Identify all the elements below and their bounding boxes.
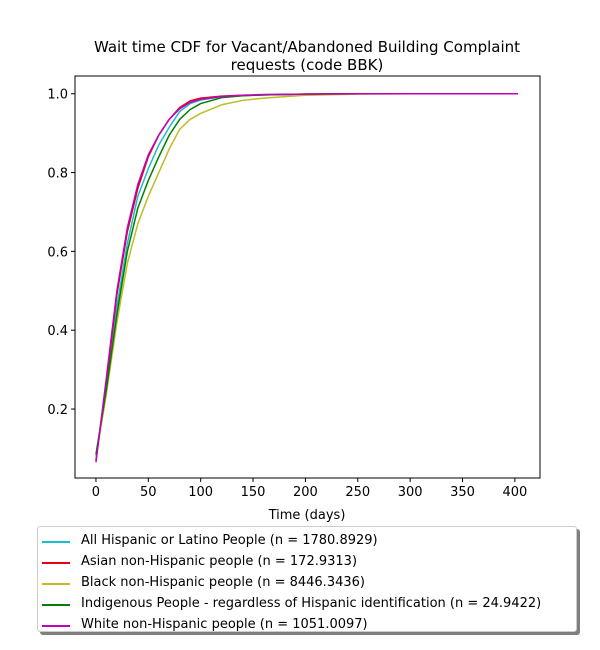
series-layer [95,92,519,463]
x-tick-label: 300 [398,485,423,500]
x-tick-label: 150 [241,485,266,500]
y-tick-label: 0.8 [47,167,68,182]
legend-label: Asian non-Hispanic people (n = 172.9313) [81,554,358,569]
x-tick-label: 50 [140,485,157,500]
x-axis: 0 50 100 150 200 250 300 350 400 [92,478,527,500]
plot-frame [74,75,541,479]
legend-swatch [42,562,70,564]
y-tick-label: 0.6 [47,245,68,260]
legend-entry: White non-Hispanic people (n = 1051.0097… [38,615,576,636]
legend-swatch [42,541,70,543]
series-line-3 [95,92,519,455]
series-line-4 [95,92,519,463]
series-line-1 [95,92,519,461]
series-line-0 [95,92,519,457]
legend-label: Indigenous People - regardless of Hispan… [81,596,542,611]
chart-title-line-2: requests (code BBK) [231,56,384,74]
x-tick-label: 250 [345,485,370,500]
x-tick-label: 350 [450,485,475,500]
legend-entry: All Hispanic or Latino People (n = 1780.… [38,531,576,552]
legend-label: All Hispanic or Latino People (n = 1780.… [81,533,378,548]
y-tick-label: 1.0 [47,88,68,103]
y-tick-label: 0.4 [47,324,68,339]
legend-label: White non-Hispanic people (n = 1051.0097… [81,617,368,632]
y-axis: 0.2 0.4 0.6 0.8 1.0 [47,88,75,418]
x-axis-label: Time (days) [268,508,346,523]
legend-label: Black non-Hispanic people (n = 8446.3436… [81,575,365,590]
chart-title-line-1: Wait time CDF for Vacant/Abandoned Build… [94,38,520,56]
legend-entry: Asian non-Hispanic people (n = 172.9313) [38,552,576,573]
x-tick-label: 0 [92,485,100,500]
x-tick-label: 400 [502,485,527,500]
legend-swatch [42,625,70,627]
legend: All Hispanic or Latino People (n = 1780.… [37,526,577,632]
legend-swatch [42,604,70,606]
y-tick-label: 0.2 [47,403,68,418]
legend-entry: Black non-Hispanic people (n = 8446.3436… [38,573,576,594]
legend-entry: Indigenous People - regardless of Hispan… [38,594,576,615]
x-tick-label: 200 [293,485,318,500]
legend-swatch [42,583,70,585]
x-tick-label: 100 [188,485,213,500]
series-line-2 [95,92,519,459]
